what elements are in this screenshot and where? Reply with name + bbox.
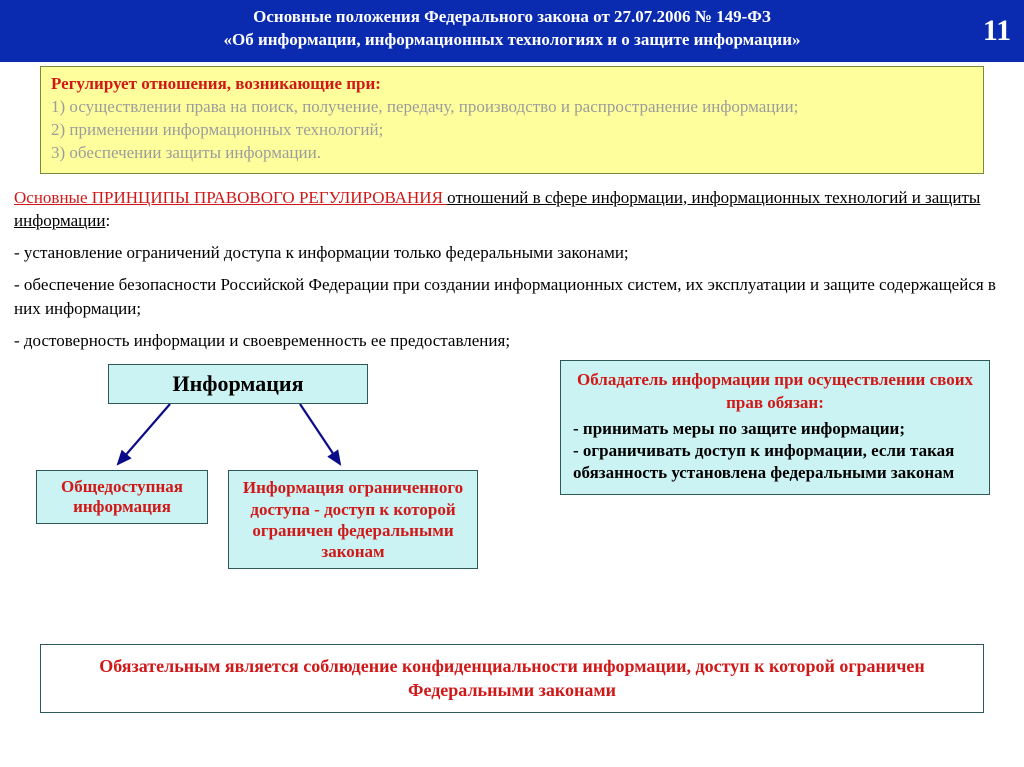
regulates-body: 1) осуществлении права на поиск, получен…: [51, 96, 973, 165]
regulates-box: Регулирует отношения, возникающие при: 1…: [40, 66, 984, 174]
regulates-item: 3) обеспечении защиты информации.: [51, 142, 973, 165]
node-holder-duties: Обладатель информации при осуществлении …: [560, 360, 990, 494]
principles-section: Основные ПРИНЦИПЫ ПРАВОВОГО РЕГУЛИРОВАНИ…: [0, 180, 1024, 361]
node-information: Информация: [108, 364, 368, 404]
bottom-statement: Обязательным является соблюдение конфиде…: [40, 644, 984, 713]
header-line-1: Основные положения Федерального закона о…: [12, 6, 1012, 29]
holder-item: - ограничивать доступ к информации, если…: [573, 440, 977, 484]
diagram-area: Информация Общедоступная информация Инфо…: [0, 360, 1024, 630]
principles-item: - обеспечение безопасности Российской Фе…: [14, 273, 1010, 321]
slide-number: 11: [968, 0, 1024, 62]
principles-item: - достоверность информации и своевременн…: [14, 329, 1010, 353]
regulates-item: 1) осуществлении права на поиск, получен…: [51, 96, 973, 119]
node-public-info: Общедоступная информация: [36, 470, 208, 524]
node-restricted-info: Информация ограниченного доступа - досту…: [228, 470, 478, 569]
slide-header: Основные положения Федерального закона о…: [0, 0, 1024, 62]
regulates-item: 2) применении информационных технологий;: [51, 119, 973, 142]
holder-title: Обладатель информации при осуществлении …: [573, 369, 977, 413]
regulates-title: Регулирует отношения, возникающие при:: [51, 74, 381, 93]
principles-item: - установление ограничений доступа к инф…: [14, 241, 1010, 265]
principles-intro: Основные ПРИНЦИПЫ ПРАВОВОГО РЕГУЛИРОВАНИ…: [14, 186, 1010, 234]
header-line-2: «Об информации, информационных технологи…: [12, 29, 1012, 52]
principles-intro-tail: :: [105, 211, 110, 230]
principles-intro-red: Основные ПРИНЦИПЫ ПРАВОВОГО РЕГУЛИРОВАНИ…: [14, 188, 447, 207]
holder-item: - принимать меры по защите информации;: [573, 418, 977, 440]
